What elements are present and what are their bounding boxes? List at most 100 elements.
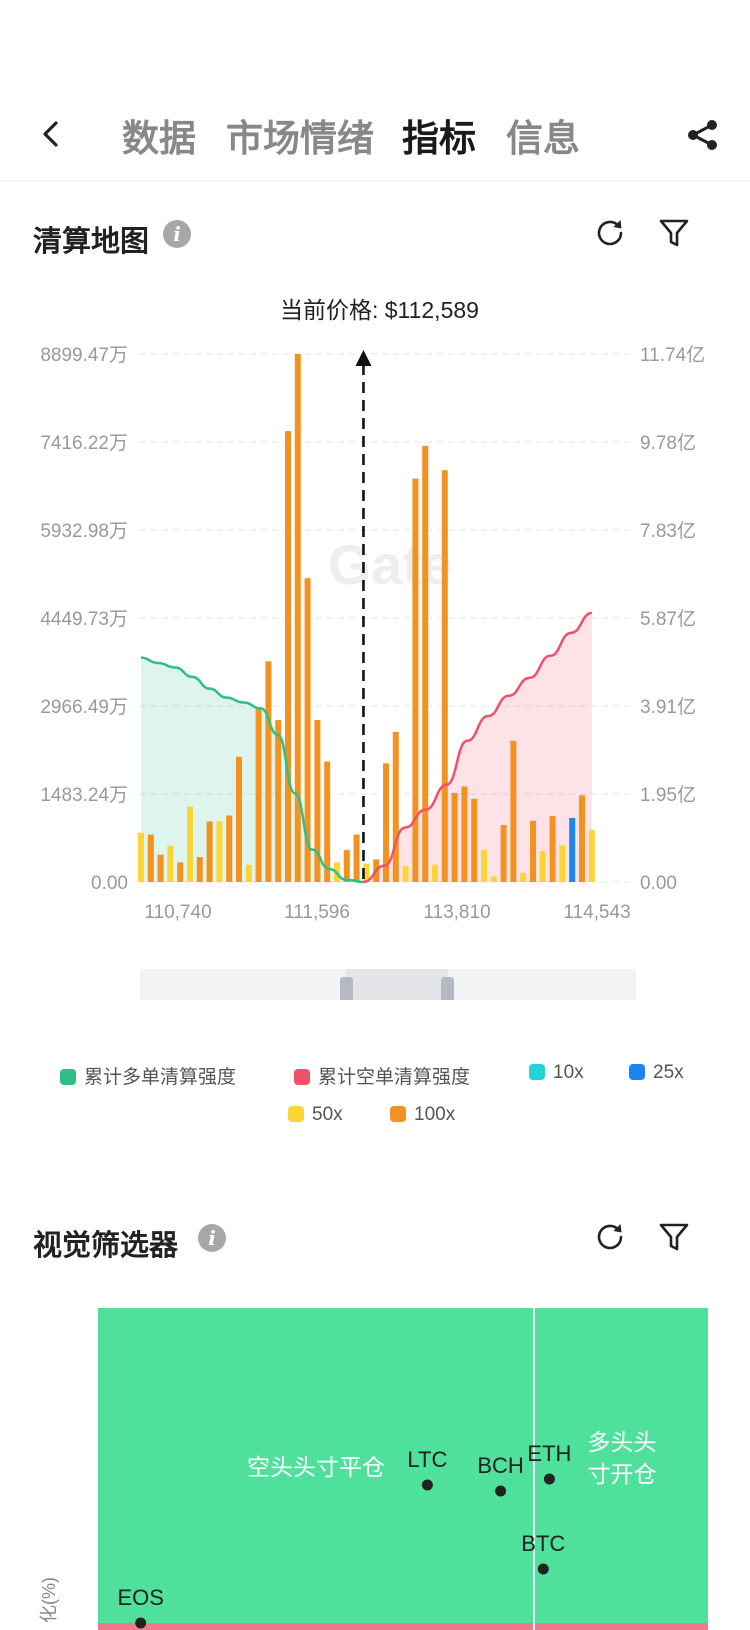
y-right-tick-label: 1.95亿	[640, 784, 696, 806]
liquidation-bar-100x[interactable]	[500, 825, 507, 882]
quadrant-area-negative	[98, 1623, 708, 1630]
quadrant-area	[98, 1308, 708, 1630]
legend-label: 100x	[414, 1104, 456, 1125]
scatter-point-label: BTC	[521, 1531, 565, 1556]
liquidation-bar-100x[interactable]	[392, 731, 399, 882]
y-left-tick-label: 7416.22万	[40, 433, 128, 454]
legend-item[interactable]: 100x	[390, 1104, 455, 1126]
liquidation-bar-100x[interactable]	[177, 862, 184, 882]
liquidation-bar-100x[interactable]	[441, 470, 448, 882]
liquidation-bar-100x[interactable]	[353, 834, 360, 882]
liquidation-bar-50x[interactable]	[245, 864, 252, 882]
legend-label: 累计多单清算强度	[84, 1067, 237, 1088]
filter-icon[interactable]	[657, 216, 691, 250]
liquidation-bar-100x[interactable]	[549, 816, 556, 882]
scatter-point-label: BCH	[477, 1453, 523, 1478]
legend-label: 10x	[553, 1062, 584, 1083]
long-cumulative-area	[141, 657, 364, 882]
y-left-tick-label: 5932.98万	[40, 521, 128, 542]
range-slider-window[interactable]	[346, 969, 448, 1000]
tab-data[interactable]: 数据	[122, 118, 196, 159]
liquidation-bar-50x[interactable]	[216, 821, 223, 882]
refresh-icon[interactable]	[593, 1220, 627, 1254]
liquidation-bar-50x[interactable]	[481, 849, 487, 882]
scatter-point-btc[interactable]	[537, 1563, 549, 1575]
long-cumulative-line	[140, 656, 364, 884]
back-arrow-icon[interactable]	[38, 120, 66, 148]
liquidation-bar-100x[interactable]	[196, 857, 203, 882]
liquidation-bar-100x[interactable]	[147, 834, 154, 882]
liquidation-bar-100x[interactable]	[236, 756, 242, 882]
x-tick-label: 110,740	[144, 902, 211, 923]
liquidation-bar-100x[interactable]	[422, 445, 429, 882]
info-icon[interactable]: i	[163, 220, 191, 248]
liquidation-bar-100x[interactable]	[157, 854, 164, 882]
scatter-point-bch[interactable]	[495, 1485, 507, 1497]
liquidation-bar-100x[interactable]	[579, 795, 585, 882]
refresh-icon[interactable]	[593, 216, 627, 250]
liquidation-bar-100x[interactable]	[324, 761, 331, 882]
liquidation-bar-100x[interactable]	[255, 708, 262, 882]
legend-item[interactable]: 累计多单清算强度	[60, 1062, 236, 1089]
liquidation-bar-100x[interactable]	[206, 821, 213, 882]
scatter-point-label: ETH	[527, 1441, 571, 1466]
info-icon[interactable]: i	[198, 1224, 226, 1252]
scatter-point-eos[interactable]	[135, 1617, 147, 1629]
liquidation-bar-100x[interactable]	[451, 793, 458, 882]
short-cumulative-area	[363, 613, 592, 882]
quadrant-label-short-close: 空头头寸平仓	[247, 1454, 385, 1480]
liquidation-bar-100x[interactable]	[294, 353, 301, 882]
liquidation-bar-50x[interactable]	[559, 845, 566, 882]
y-right-tick-label: 9.78亿	[640, 432, 696, 454]
y-right-tick-label: 7.83亿	[640, 520, 696, 542]
tab-info[interactable]: 信息	[506, 118, 580, 159]
y-left-tick-label: 2966.49万	[40, 697, 128, 718]
scatter-point-ltc[interactable]	[421, 1479, 433, 1491]
liquidation-bar-100x[interactable]	[510, 740, 517, 882]
legend-item[interactable]: 累计空单清算强度	[294, 1062, 470, 1089]
y-right-tick-label: 3.91亿	[640, 696, 696, 718]
liquidation-bar-100x[interactable]	[314, 720, 321, 882]
tab-market-sentiment[interactable]: 市场情绪	[226, 118, 374, 159]
liquidation-bar-50x[interactable]	[187, 806, 193, 882]
liquidation-bar-50x[interactable]	[363, 863, 370, 882]
legend-item[interactable]: 10x	[529, 1062, 584, 1084]
scatter-point-eth[interactable]	[543, 1473, 555, 1485]
legend-item[interactable]: 50x	[288, 1104, 343, 1126]
liquidation-bar-100x[interactable]	[265, 661, 272, 882]
liquidation-bar-50x[interactable]	[432, 864, 438, 882]
legend-label: 25x	[653, 1062, 684, 1083]
legend-swatch	[390, 1106, 406, 1122]
liquidation-bar-100x[interactable]	[304, 578, 311, 882]
liquidation-bar-100x[interactable]	[471, 798, 478, 882]
share-icon[interactable]	[686, 118, 720, 152]
liquidation-bar-50x[interactable]	[138, 832, 144, 882]
liquidation-bar-50x[interactable]	[588, 829, 595, 882]
liquidation-bar-100x[interactable]	[275, 720, 282, 882]
legend-item[interactable]: 25x	[629, 1062, 684, 1084]
top-nav: 数据 市场情绪 指标 信息	[0, 90, 750, 181]
liquidation-bar-100x[interactable]	[530, 820, 536, 882]
liquidation-bar-100x[interactable]	[226, 815, 233, 882]
liquidation-bar-100x[interactable]	[285, 431, 291, 882]
liquidation-bar-100x[interactable]	[343, 849, 350, 882]
range-handle-right[interactable]	[441, 977, 454, 1000]
liquidation-bar-50x[interactable]	[520, 873, 527, 882]
liquidation-bar-50x[interactable]	[402, 865, 409, 882]
liquidation-bar-50x[interactable]	[167, 845, 174, 882]
tab-indicators[interactable]: 指标	[402, 118, 476, 159]
liquidation-bar-25x[interactable]	[569, 817, 576, 882]
liquidation-bar-100x[interactable]	[461, 786, 468, 882]
liquidation-map-title: 清算地图	[33, 226, 150, 258]
range-handle-left[interactable]	[340, 977, 353, 1000]
scatter-point-label: EOS	[117, 1585, 163, 1610]
visual-filter-title: 视觉筛选器	[33, 1230, 179, 1262]
legend-swatch	[288, 1106, 304, 1122]
y-right-tick-label: 11.74亿	[640, 344, 705, 366]
liquidation-bar-50x[interactable]	[490, 876, 497, 882]
scatter-point-label: LTC	[407, 1447, 447, 1472]
liquidation-bar-100x[interactable]	[412, 478, 419, 882]
liquidation-bar-100x[interactable]	[383, 763, 389, 882]
filter-icon[interactable]	[657, 1220, 691, 1254]
liquidation-bar-50x[interactable]	[539, 851, 546, 882]
